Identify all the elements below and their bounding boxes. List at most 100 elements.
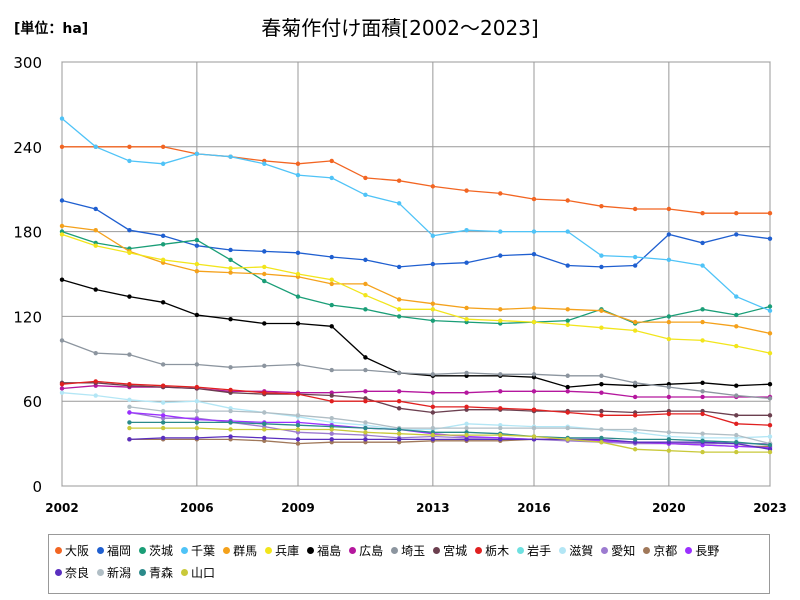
series-point-16 xyxy=(396,437,402,442)
series-point-16 xyxy=(363,437,368,442)
legend-marker xyxy=(55,568,62,576)
legend-label: 兵庫 xyxy=(275,543,300,558)
legend-label: 大阪 xyxy=(65,543,90,558)
series-point-1 xyxy=(329,254,334,260)
series-point-8 xyxy=(93,350,98,356)
series-point-19 xyxy=(767,449,773,455)
series-point-1 xyxy=(430,261,436,267)
series-point-2 xyxy=(295,294,301,299)
series-point-3 xyxy=(363,192,368,198)
series-line-16 xyxy=(129,435,771,450)
series-point-19 xyxy=(430,432,436,438)
series-point-6 xyxy=(127,294,132,299)
series-point-6 xyxy=(700,380,705,386)
x-tick-label: 2009 xyxy=(281,501,314,515)
series-point-8 xyxy=(329,367,334,373)
series-point-0 xyxy=(329,158,334,164)
series-point-16 xyxy=(127,437,132,442)
legend-item: 埼玉 xyxy=(391,539,425,561)
legend-marker xyxy=(265,546,273,554)
series-point-5 xyxy=(430,307,436,312)
series-point-18 xyxy=(363,425,368,431)
series-point-0 xyxy=(295,161,301,166)
series-point-5 xyxy=(363,293,368,298)
series-point-17 xyxy=(666,430,672,435)
series-point-5 xyxy=(767,350,773,356)
series-point-6 xyxy=(228,317,233,322)
series-point-5 xyxy=(228,266,233,271)
series-point-17 xyxy=(599,427,604,432)
series-point-10 xyxy=(700,411,705,417)
series-point-17 xyxy=(363,420,368,425)
legend-label: 福岡 xyxy=(107,543,132,558)
series-point-1 xyxy=(262,249,267,254)
series-line-9 xyxy=(62,382,770,416)
series-point-18 xyxy=(396,427,402,432)
legend-label: 栃木 xyxy=(485,543,510,558)
series-point-17 xyxy=(160,408,166,414)
legend-label: 広島 xyxy=(359,543,384,558)
legend-item: 山口 xyxy=(181,561,215,583)
series-point-1 xyxy=(295,250,301,255)
legend-item: 新潟 xyxy=(97,561,131,583)
series-point-7 xyxy=(430,390,436,395)
series-point-1 xyxy=(666,232,672,237)
series-point-8 xyxy=(396,370,402,376)
legend-item: 青森 xyxy=(139,561,173,583)
series-point-3 xyxy=(700,263,705,268)
legend-marker xyxy=(685,546,693,554)
series-point-3 xyxy=(396,201,402,206)
series-point-17 xyxy=(700,431,705,436)
series-point-6 xyxy=(329,324,334,329)
series-point-3 xyxy=(531,229,537,234)
series-point-16 xyxy=(160,435,166,441)
series-point-8 xyxy=(767,396,773,401)
series-point-10 xyxy=(93,379,98,384)
legend-marker xyxy=(517,546,525,554)
legend-item: 奈良 xyxy=(55,561,89,583)
series-point-6 xyxy=(194,312,200,318)
series-point-6 xyxy=(734,383,739,388)
plot-area xyxy=(61,61,771,487)
series-point-1 xyxy=(632,263,638,268)
series-point-7 xyxy=(666,394,672,400)
series-point-12 xyxy=(464,421,469,427)
series-point-16 xyxy=(295,437,301,442)
series-point-12 xyxy=(160,400,166,405)
series-point-0 xyxy=(498,191,503,196)
series-point-4 xyxy=(228,270,233,275)
series-point-1 xyxy=(700,240,705,246)
series-point-9 xyxy=(599,408,604,414)
series-point-8 xyxy=(228,365,233,370)
legend-marker xyxy=(643,546,651,554)
series-point-2 xyxy=(666,314,672,319)
series-point-16 xyxy=(430,437,436,442)
series-point-19 xyxy=(531,434,537,439)
series-point-6 xyxy=(93,287,98,292)
series-point-19 xyxy=(599,439,604,445)
series-point-18 xyxy=(194,420,200,425)
legend-marker xyxy=(349,546,357,554)
series-point-8 xyxy=(498,372,503,377)
series-point-8 xyxy=(127,352,132,357)
series-point-0 xyxy=(565,198,570,203)
x-tick-label: 2013 xyxy=(416,501,449,515)
series-point-5 xyxy=(498,318,503,323)
series-point-0 xyxy=(464,188,469,193)
series-point-10 xyxy=(194,384,200,390)
series-point-0 xyxy=(59,144,65,149)
chart-title: 春菊作付け面積[2002～2023] xyxy=(261,16,539,40)
x-tick-label: 2023 xyxy=(753,501,786,515)
legend-item: 兵庫 xyxy=(265,539,299,561)
series-point-8 xyxy=(295,362,301,367)
legend-label: 宮城 xyxy=(443,543,468,558)
series-point-3 xyxy=(228,154,233,159)
legend-item: 栃木 xyxy=(475,539,509,561)
x-tick-label: 2016 xyxy=(517,501,550,515)
series-point-5 xyxy=(565,322,570,328)
series-point-2 xyxy=(700,307,705,312)
series-point-4 xyxy=(194,268,200,274)
series-point-5 xyxy=(329,277,334,282)
series-point-4 xyxy=(464,305,469,311)
series-point-16 xyxy=(194,435,200,441)
